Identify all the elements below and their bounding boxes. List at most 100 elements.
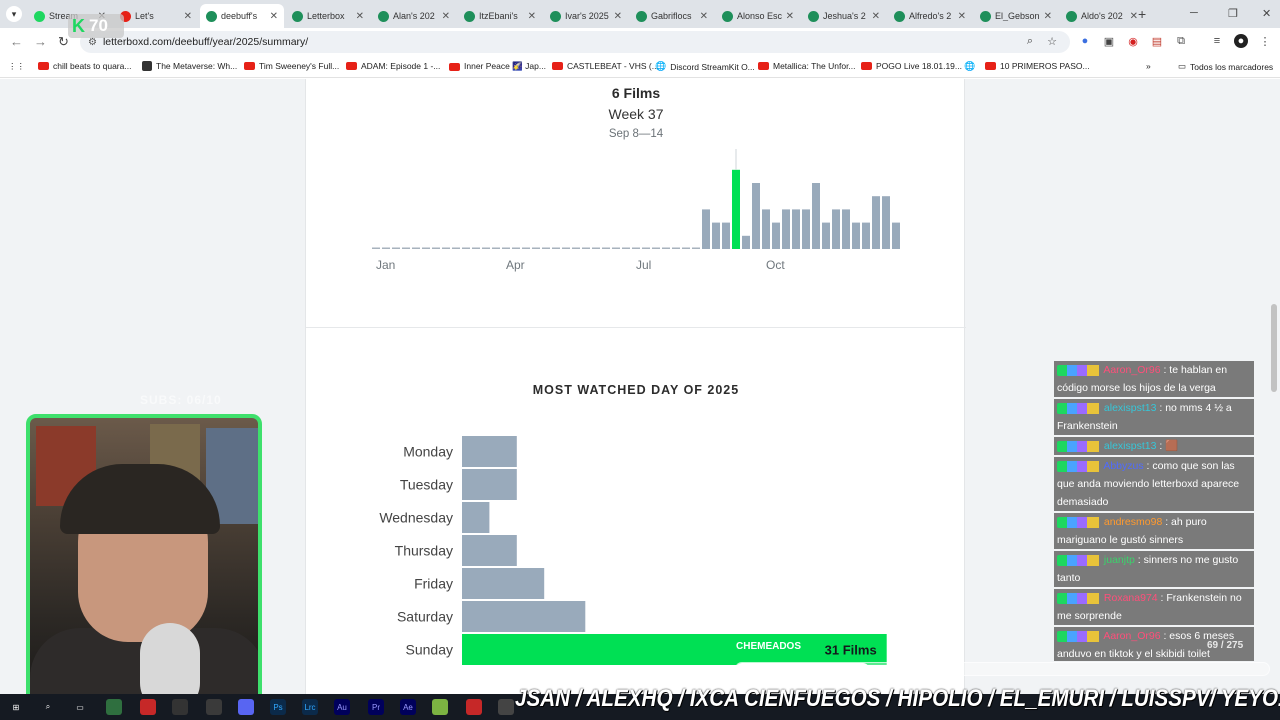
close-tab-icon[interactable]: ✕ xyxy=(527,10,536,22)
close-tab-icon[interactable]: ✕ xyxy=(355,10,364,22)
week-bar[interactable] xyxy=(812,183,820,249)
week-bar[interactable] xyxy=(802,209,810,249)
week-bar-highlighted[interactable] xyxy=(732,169,740,249)
week-bar[interactable] xyxy=(712,222,720,249)
week-bar-empty[interactable] xyxy=(472,247,480,250)
audition-icon[interactable]: Au xyxy=(334,699,350,715)
day-bar[interactable] xyxy=(462,436,517,467)
week-bar-empty[interactable] xyxy=(422,247,430,250)
week-bar-empty[interactable] xyxy=(532,247,540,250)
week-bar-empty[interactable] xyxy=(602,247,610,250)
week-bar-empty[interactable] xyxy=(572,247,580,250)
premiere-icon[interactable]: Pr xyxy=(368,699,384,715)
week-bar-empty[interactable] xyxy=(512,247,520,250)
browser-tab[interactable]: El_Gebson ✕ xyxy=(974,4,1058,28)
week-bar[interactable] xyxy=(872,196,880,249)
day-bar[interactable] xyxy=(462,601,586,632)
bookmark-item[interactable]: 🌐 xyxy=(964,61,975,72)
week-bar[interactable] xyxy=(762,209,770,249)
url-text[interactable]: letterboxd.com/deebuff/year/2025/summary… xyxy=(102,36,309,48)
browser-tab[interactable]: ItzEbani's ✕ xyxy=(458,4,542,28)
back-icon[interactable]: ← xyxy=(10,34,23,49)
week-bar[interactable] xyxy=(832,209,840,249)
browser-tab[interactable]: Alfredo's 2 ✕ xyxy=(888,4,972,28)
reload-icon[interactable]: ↻ xyxy=(58,34,69,49)
week-bar-empty[interactable] xyxy=(382,247,390,250)
menu-icon[interactable]: ⋮ xyxy=(1259,35,1271,48)
app-icon[interactable] xyxy=(206,699,222,715)
app-icon[interactable] xyxy=(106,699,122,715)
browser-tab[interactable]: Ivar's 2025 ✕ xyxy=(544,4,628,28)
week-bar-empty[interactable] xyxy=(522,247,530,250)
browser-tab[interactable]: Letterbox ✕ xyxy=(286,4,370,28)
bookmark-item[interactable]: chill beats to quara... xyxy=(38,61,131,71)
all-bookmarks-button[interactable]: ▭ Todos los marcadores xyxy=(1178,61,1274,72)
media-icon[interactable]: ≡ xyxy=(1213,35,1221,47)
bookmark-item[interactable]: Tim Sweeney's Full... xyxy=(244,61,339,71)
app-icon[interactable] xyxy=(466,699,482,715)
week-bar-empty[interactable] xyxy=(582,247,590,250)
discord-icon[interactable] xyxy=(238,699,254,715)
minimize-icon[interactable]: ─ xyxy=(1190,7,1198,19)
photoshop-icon[interactable]: Ps xyxy=(270,699,286,715)
profile-avatar[interactable]: ● xyxy=(1234,34,1248,48)
week-bar[interactable] xyxy=(782,209,790,249)
bookmark-item[interactable]: 10 PRIMEROS PASO... xyxy=(985,61,1090,71)
browser-tab[interactable]: Gabriflocs ✕ xyxy=(630,4,714,28)
extension-icon[interactable]: ◉ xyxy=(1128,35,1138,48)
week-bar-empty[interactable] xyxy=(542,247,550,250)
address-bar[interactable]: ⚙ letterboxd.com/deebuff/year/2025/summa… xyxy=(80,31,1070,53)
bookmark-item[interactable]: Inner Peace 🌠 Jap... xyxy=(449,61,546,72)
day-bar-highlighted[interactable] xyxy=(462,634,887,665)
day-bar[interactable] xyxy=(462,535,517,566)
week-bar-empty[interactable] xyxy=(592,247,600,250)
close-tab-icon[interactable]: ✕ xyxy=(1129,10,1138,22)
week-bar[interactable] xyxy=(722,222,730,249)
close-tab-icon[interactable]: ✕ xyxy=(871,10,880,22)
week-bar[interactable] xyxy=(772,222,780,249)
close-window-icon[interactable]: ✕ xyxy=(1262,8,1272,20)
week-bar-empty[interactable] xyxy=(632,247,640,250)
week-bar-empty[interactable] xyxy=(452,247,460,250)
week-bar-empty[interactable] xyxy=(692,247,700,250)
week-bar[interactable] xyxy=(852,222,860,249)
lightroom-icon[interactable]: Lrc xyxy=(302,699,318,715)
close-tab-icon[interactable]: ✕ xyxy=(699,10,708,22)
week-bar-empty[interactable] xyxy=(392,247,400,250)
week-bar-empty[interactable] xyxy=(682,247,690,250)
week-bar-empty[interactable] xyxy=(432,247,440,250)
week-bar[interactable] xyxy=(842,209,850,249)
more-bookmarks-icon[interactable]: » xyxy=(1146,61,1151,71)
maximize-icon[interactable]: ❐ xyxy=(1228,8,1238,20)
browser-tab[interactable]: Let's ✕ xyxy=(114,4,198,28)
tab-list-icon[interactable]: ▾ xyxy=(6,6,22,22)
week-bar-empty[interactable] xyxy=(552,247,560,250)
close-tab-icon[interactable]: ✕ xyxy=(269,10,278,22)
zoom-icon[interactable]: ⌕ xyxy=(1026,34,1034,47)
forward-icon[interactable]: → xyxy=(34,34,47,49)
bookmark-item[interactable]: The Metaverse: Wh... xyxy=(142,61,237,71)
week-bar[interactable] xyxy=(742,235,750,249)
week-bar-empty[interactable] xyxy=(612,247,620,250)
bookmark-star-icon[interactable]: ☆ xyxy=(1047,35,1057,48)
browser-tab[interactable]: Alan's 202 ✕ xyxy=(372,4,456,28)
extension-icon[interactable]: ● xyxy=(1081,35,1089,47)
close-tab-icon[interactable]: ✕ xyxy=(957,10,966,22)
week-bar-empty[interactable] xyxy=(462,247,470,250)
app-icon[interactable] xyxy=(432,699,448,715)
bookmark-item[interactable]: Metallica: The Unfor... xyxy=(758,61,856,71)
start-icon[interactable]: ⊞ xyxy=(12,702,20,712)
week-bar[interactable] xyxy=(862,222,870,249)
bookmark-item[interactable]: CASTLEBEAT - VHS (... xyxy=(552,61,659,71)
week-bar[interactable] xyxy=(752,183,760,249)
browser-tab[interactable]: Aldo's 202 ✕ xyxy=(1060,4,1144,28)
new-tab-button[interactable]: + xyxy=(1138,6,1147,22)
close-tab-icon[interactable]: ✕ xyxy=(183,10,192,22)
week-bar-empty[interactable] xyxy=(622,247,630,250)
site-info-icon[interactable]: ⚙ xyxy=(88,36,97,48)
day-bar[interactable] xyxy=(462,469,517,500)
week-bar[interactable] xyxy=(892,222,900,249)
week-bar-empty[interactable] xyxy=(372,247,380,250)
week-bar[interactable] xyxy=(702,209,710,249)
week-bar-empty[interactable] xyxy=(482,247,490,250)
